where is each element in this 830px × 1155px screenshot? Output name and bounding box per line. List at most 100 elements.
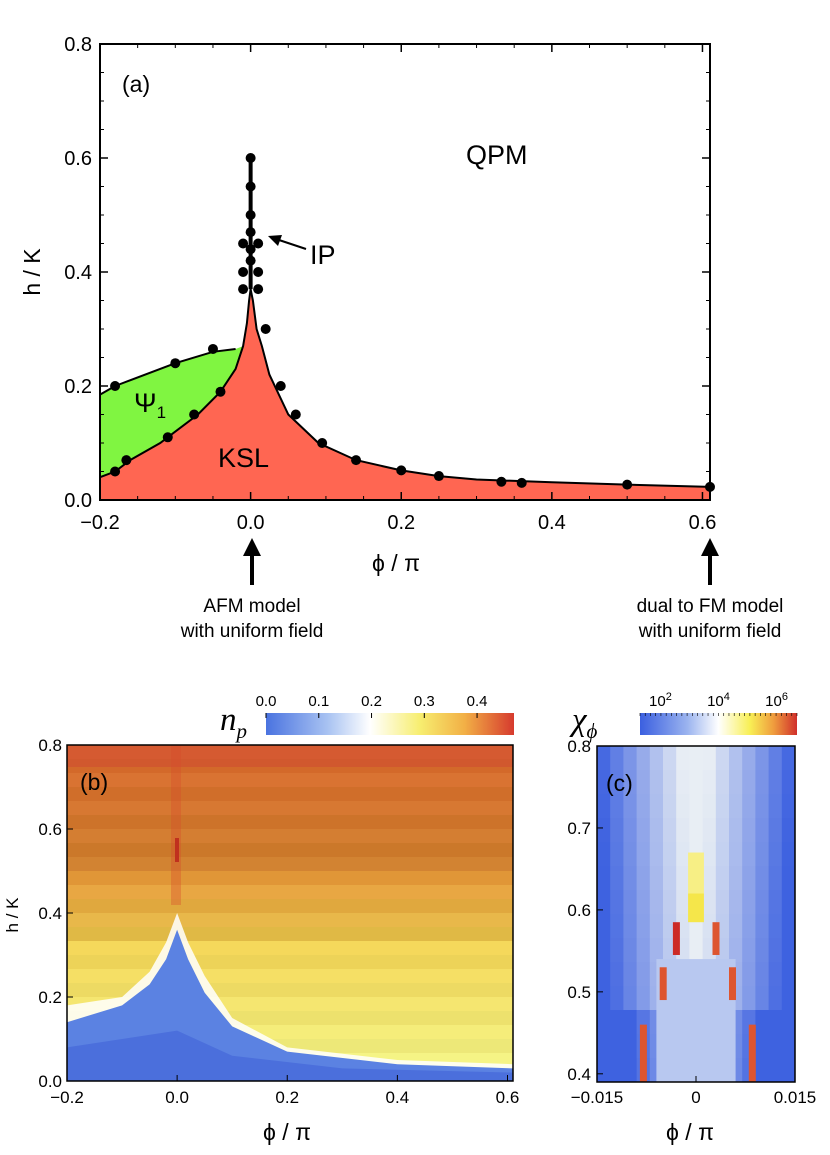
data-point (245, 181, 256, 192)
heatmap-cell (663, 818, 678, 843)
heatmap-cell (610, 794, 625, 819)
heatmap-cell (742, 818, 757, 843)
heatmap-cell (597, 842, 612, 867)
y-tick-label: 0.5 (567, 983, 591, 1002)
heatmap-cell (636, 962, 651, 987)
colorbar-tick-label: 0.2 (361, 693, 382, 710)
heatmap-cell (663, 746, 678, 771)
data-point (245, 153, 256, 163)
y-tick-label: 0.8 (38, 736, 62, 755)
heatmap-cell (742, 938, 757, 963)
x-tick-label: 0 (691, 1088, 700, 1107)
x-tick-label: 0.2 (387, 512, 415, 534)
annotation-fm-line1: dual to FM model (637, 596, 784, 617)
heatmap-cell (636, 770, 651, 795)
heatmap-cell (755, 818, 770, 843)
heatmap-cell (755, 746, 770, 771)
heatmap-cell (781, 1010, 795, 1035)
heatmap-cell (610, 962, 625, 987)
x-axis-label-c: ϕ / π (666, 1119, 714, 1145)
data-point (238, 267, 249, 277)
heatmap-cell (597, 794, 612, 819)
heatmap-row (67, 773, 513, 788)
heatmap-cell (768, 1034, 783, 1059)
heatmap-spike-core (175, 838, 179, 862)
data-point (207, 343, 218, 354)
heatmap-row (67, 787, 513, 802)
data-point (275, 381, 286, 391)
heatmap-divergence (729, 967, 736, 1001)
data-point (317, 438, 328, 448)
heatmap-cell (781, 842, 795, 867)
x-tick-label: 0.015 (774, 1088, 817, 1107)
heatmap-cell (610, 1034, 625, 1059)
heatmap-cell (702, 794, 717, 819)
heatmap-cell (597, 770, 612, 795)
heatmap-row (67, 969, 513, 984)
heatmap-cell (597, 746, 612, 771)
x-tick-label: −0.2 (80, 512, 119, 534)
x-axis-label-a: ϕ / π (372, 550, 420, 576)
heatmap-cell (755, 770, 770, 795)
heatmap-peak (688, 852, 704, 894)
heatmap-cell (702, 866, 717, 891)
colorbar-label-chi: χϕ (569, 702, 598, 743)
heatmap-cell (768, 770, 783, 795)
y-tick-label: 0.8 (567, 737, 591, 756)
heatmap-cell (610, 914, 625, 939)
heatmap-row (67, 885, 513, 900)
heatmap-row (67, 843, 513, 858)
heatmap-cell (636, 890, 651, 915)
phase-boundary-right (249, 288, 711, 488)
panel-label-b: (b) (80, 769, 108, 795)
heatmap-cell (676, 866, 691, 891)
heatmap-cell (755, 962, 770, 987)
data-points (110, 153, 715, 492)
heatmap-cell (729, 914, 744, 939)
heatmap-cell (676, 890, 691, 915)
heatmap-cell (781, 746, 795, 771)
data-point (351, 455, 362, 466)
heatmap-cell (715, 746, 730, 771)
heatmap-cell (768, 938, 783, 963)
heatmap-cell (623, 914, 638, 939)
heatmap-divergence (712, 922, 720, 955)
data-point (253, 284, 264, 295)
colorbar-ticks-c: 102 104 106 (639, 691, 798, 716)
data-point (245, 255, 256, 266)
region-label-ksl: KSL (218, 443, 269, 473)
heatmap-cell (781, 1058, 795, 1082)
heatmap-cell (742, 842, 757, 867)
heatmap-cell (610, 770, 625, 795)
heatmap-row (67, 927, 513, 942)
heatmap-cell (768, 1010, 783, 1035)
heatmap-cell (623, 986, 638, 1011)
heatmap-cell (742, 914, 757, 939)
heatmap-cell (689, 938, 704, 963)
heatmap-cell (597, 890, 612, 915)
colorbar-ticks-b: 0.0 0.1 0.2 0.3 0.4 (256, 693, 488, 718)
heatmap-row (67, 899, 513, 914)
heatmap-cell (729, 746, 744, 771)
heatmap-cell (715, 842, 730, 867)
heatmap-cell (742, 986, 757, 1011)
data-point (622, 479, 633, 490)
heatmap-peak (688, 893, 704, 923)
heatmap-cell (676, 818, 691, 843)
heatmap-cell (768, 1058, 783, 1082)
annotation-fm-line2: with uniform field (638, 621, 782, 642)
heatmap-cell (715, 818, 730, 843)
heatmap-cell (768, 914, 783, 939)
heatmap-cell (768, 818, 783, 843)
heatmap-cell (610, 1058, 625, 1082)
heatmap-cell (781, 938, 795, 963)
heatmap-cell (768, 842, 783, 867)
heatmap-cell (663, 866, 678, 891)
heatmap-cell (702, 770, 717, 795)
heatmap-cell (676, 770, 691, 795)
heatmap-cell (715, 866, 730, 891)
heatmap-c (597, 746, 795, 1082)
colorbar-tick-label: 0.4 (467, 693, 488, 710)
panel-c: −0.015 0 0.015 0.4 0.5 0.6 0.7 0.8 (c) ϕ / π 10… (567, 691, 816, 1145)
heatmap-cell (781, 986, 795, 1011)
